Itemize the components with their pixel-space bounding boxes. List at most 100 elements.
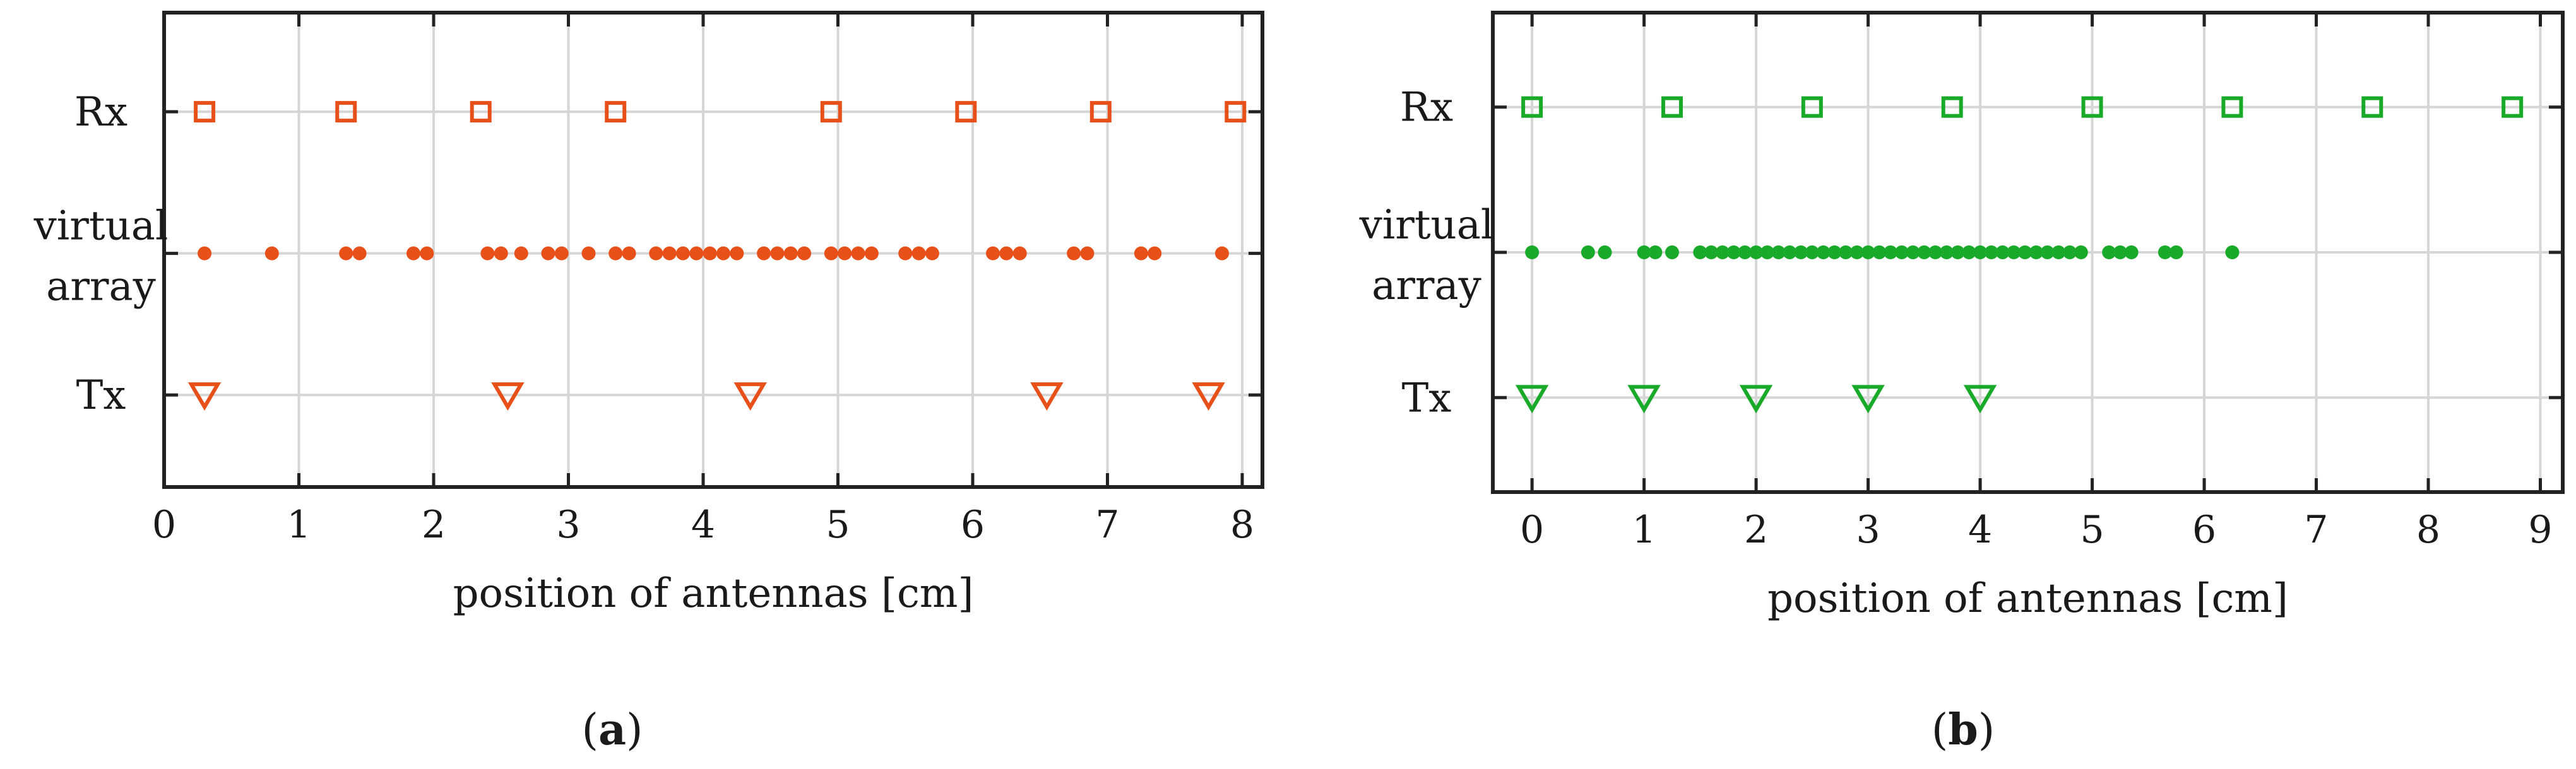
virtual-element-marker [1726, 245, 1741, 259]
virtual-element-marker [1715, 245, 1730, 259]
virtual-element-marker [824, 246, 838, 261]
row-label-rx: Rx [1400, 85, 1453, 131]
rx-antenna-marker [605, 101, 627, 123]
virtual-element-marker [2063, 245, 2077, 259]
series-tx [187, 382, 1225, 411]
tx-antenna-marker [733, 382, 767, 411]
virtual-element-marker [1581, 245, 1595, 259]
virtual-element-marker [1214, 246, 1229, 261]
panel-caption: (a) [581, 705, 643, 755]
virtual-element-marker [2018, 245, 2033, 259]
row-label-line: array [46, 264, 156, 310]
tx-antenna-marker [1515, 385, 1549, 414]
rx-antenna-marker [1801, 96, 1823, 118]
virtual-element-marker [898, 246, 913, 261]
virtual-element-marker [851, 246, 865, 261]
virtual-element-marker [1906, 245, 1920, 259]
virtual-element-marker [1080, 246, 1095, 261]
virtual-element-marker [1939, 245, 1954, 259]
virtual-element-marker [480, 246, 495, 261]
virtual-element-marker [797, 246, 812, 261]
x-tick-label: 4 [1968, 508, 1992, 552]
caption-paren: ( [1932, 705, 1949, 755]
panel-b: 0 1 2 3 4 5 6 7 8 9 Rx virtual array Tx position of an… [1359, 11, 2565, 755]
series-rx [1521, 96, 2524, 118]
rx-antenna-marker [194, 101, 216, 123]
series-rx [194, 101, 1247, 123]
virtual-element-marker [911, 246, 926, 261]
virtual-element-marker [1839, 245, 1853, 259]
x-axis-title: position of antennas [cm] [453, 570, 974, 617]
series-tx [1515, 385, 1997, 414]
row-labels: Rx virtual array Tx [33, 89, 169, 419]
virtual-element-marker [986, 246, 1000, 261]
virtual-element-marker [1771, 245, 1786, 259]
row-label-tx: Tx [1402, 375, 1452, 421]
caption-paren: ) [1978, 705, 1995, 755]
series-virtual-array [198, 246, 1229, 261]
tx-antenna-marker [491, 382, 525, 411]
rx-antenna-marker [2502, 96, 2524, 118]
tx-antenna-marker [1739, 385, 1773, 414]
tx-antenna-marker [1851, 385, 1885, 414]
x-tick-label: 1 [287, 503, 311, 547]
virtual-element-marker [649, 246, 663, 261]
x-tick-labels: 0 1 2 3 4 5 6 7 8 9 [1520, 508, 2553, 552]
virtual-element-marker [2029, 245, 2043, 259]
virtual-element-marker [2040, 245, 2055, 259]
row-label-rx: Rx [74, 89, 128, 136]
virtual-element-marker [662, 246, 677, 261]
virtual-element-marker [2113, 245, 2127, 259]
virtual-element-marker [2074, 245, 2088, 259]
row-label-line: virtual [1359, 202, 1494, 249]
caption-paren: ) [626, 705, 643, 755]
x-tick-label: 7 [2304, 508, 2328, 552]
caption-paren: ( [581, 705, 598, 755]
virtual-element-marker [925, 246, 939, 261]
virtual-element-marker [339, 246, 353, 261]
virtual-element-marker [2102, 245, 2116, 259]
virtual-element-marker [1917, 245, 1932, 259]
row-label-virtual: virtual array [1359, 202, 1494, 309]
rx-antenna-marker [335, 101, 357, 123]
tick-marks [1493, 13, 2563, 492]
tx-antenna-marker [1963, 385, 1997, 414]
series-virtual-array [1525, 245, 2240, 259]
virtual-element-marker [541, 246, 555, 261]
virtual-element-marker [2051, 245, 2066, 259]
virtual-element-marker [1012, 246, 1027, 261]
virtual-element-marker [352, 246, 367, 261]
virtual-element-marker [2007, 245, 2021, 259]
virtual-element-marker [1648, 245, 1663, 259]
x-tick-label: 8 [1230, 503, 1254, 547]
rx-antenna-marker [470, 101, 492, 123]
virtual-element-marker [1749, 245, 1764, 259]
virtual-element-marker [1805, 245, 1819, 259]
virtual-element-marker [1849, 245, 1864, 259]
x-tick-label: 5 [2080, 508, 2104, 552]
virtual-element-marker [730, 246, 744, 261]
x-tick-label: 2 [422, 503, 446, 547]
panel-a: 0 1 2 3 4 5 6 7 8 Rx virtual array Tx position of ant… [33, 11, 1264, 755]
tx-antenna-marker [187, 382, 222, 411]
virtual-element-marker [864, 246, 879, 261]
x-tick-label: 8 [2416, 508, 2440, 552]
virtual-element-marker [1884, 245, 1898, 259]
virtual-element-marker [2158, 245, 2172, 259]
x-tick-label: 6 [961, 503, 985, 547]
rx-antenna-marker [1661, 96, 1683, 118]
virtual-element-marker [1984, 245, 1998, 259]
virtual-element-marker [406, 246, 420, 261]
virtual-element-marker [1704, 245, 1719, 259]
virtual-element-marker [622, 246, 636, 261]
virtual-element-marker [999, 246, 1014, 261]
virtual-element-marker [757, 246, 771, 261]
rx-antenna-marker [955, 101, 977, 123]
virtual-element-marker [716, 246, 731, 261]
row-labels: Rx virtual array Tx [1359, 85, 1494, 422]
virtual-element-marker [838, 246, 852, 261]
virtual-element-marker [1760, 245, 1774, 259]
virtual-element-marker [581, 246, 596, 261]
virtual-element-marker [1693, 245, 1707, 259]
